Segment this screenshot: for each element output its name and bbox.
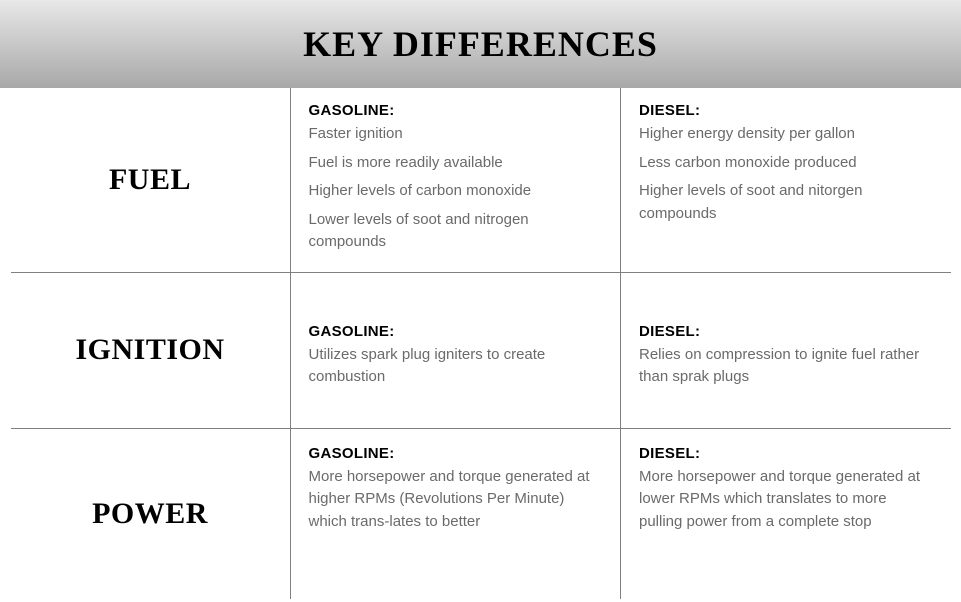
diesel-cell: DIESEL: More horsepower and torque gener… xyxy=(621,429,951,599)
category-cell: POWER xyxy=(11,429,291,599)
table-row: POWER GASOLINE: More horsepower and torq… xyxy=(11,429,951,599)
body-line: Higher levels of soot and nitorgen compo… xyxy=(639,180,933,225)
gasoline-header: GASOLINE: xyxy=(309,323,603,340)
body-line: Fuel is more readily available xyxy=(309,152,603,175)
diesel-cell: DIESEL: Higher energy density per gallon… xyxy=(621,88,951,272)
gasoline-header: GASOLINE: xyxy=(309,102,603,119)
gasoline-body: Faster ignition Fuel is more readily ava… xyxy=(309,123,603,254)
gasoline-cell: GASOLINE: Utilizes spark plug igniters t… xyxy=(291,273,622,428)
body-line: More horsepower and torque generated at … xyxy=(639,466,933,534)
body-line: More horsepower and torque generated at … xyxy=(309,466,603,534)
diesel-header: DIESEL: xyxy=(639,323,933,340)
comparison-table: FUEL GASOLINE: Faster ignition Fuel is m… xyxy=(11,88,951,599)
category-label: POWER xyxy=(92,497,208,531)
category-cell: IGNITION xyxy=(11,273,291,428)
category-label: FUEL xyxy=(109,163,191,197)
gasoline-cell: GASOLINE: Faster ignition Fuel is more r… xyxy=(291,88,622,272)
diesel-cell: DIESEL: Relies on compression to ignite … xyxy=(621,273,951,428)
body-line: Relies on compression to ignite fuel rat… xyxy=(639,344,933,389)
diesel-body: Relies on compression to ignite fuel rat… xyxy=(639,344,933,389)
table-row: IGNITION GASOLINE: Utilizes spark plug i… xyxy=(11,273,951,429)
diesel-body: More horsepower and torque generated at … xyxy=(639,466,933,534)
gasoline-header: GASOLINE: xyxy=(309,445,603,462)
category-label: IGNITION xyxy=(75,333,224,367)
category-cell: FUEL xyxy=(11,88,291,272)
gasoline-body: More horsepower and torque generated at … xyxy=(309,466,603,534)
diesel-header: DIESEL: xyxy=(639,102,933,119)
body-line: Higher levels of carbon monoxide xyxy=(309,180,603,203)
body-line: Less carbon monoxide produced xyxy=(639,152,933,175)
page-title: KEY DIFFERENCES xyxy=(303,23,658,65)
body-line: Lower levels of soot and nitrogen compou… xyxy=(309,209,603,254)
body-line: Higher energy density per gallon xyxy=(639,123,933,146)
body-line: Utilizes spark plug igniters to create c… xyxy=(309,344,603,389)
diesel-body: Higher energy density per gallon Less ca… xyxy=(639,123,933,225)
diesel-header: DIESEL: xyxy=(639,445,933,462)
gasoline-body: Utilizes spark plug igniters to create c… xyxy=(309,344,603,389)
table-row: FUEL GASOLINE: Faster ignition Fuel is m… xyxy=(11,88,951,273)
body-line: Faster ignition xyxy=(309,123,603,146)
page-header: KEY DIFFERENCES xyxy=(0,0,961,88)
gasoline-cell: GASOLINE: More horsepower and torque gen… xyxy=(291,429,622,599)
